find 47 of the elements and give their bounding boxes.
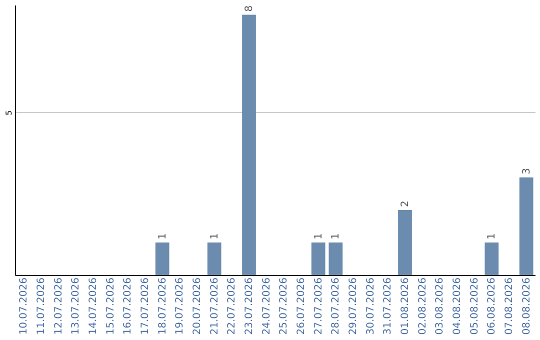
data-label: 1 — [209, 233, 220, 240]
x-tick-label: 04.08.2026 — [452, 278, 463, 335]
y-tick-label: 5 — [4, 110, 14, 116]
x-tick-label: 06.08.2026 — [486, 278, 498, 335]
data-label: 1 — [157, 233, 168, 240]
x-tick-label: 24.07.2026 — [261, 278, 272, 335]
x-tick-label: 07.08.2026 — [504, 278, 515, 335]
x-tick-label: 13.07.2026 — [70, 278, 82, 335]
x-tick-label: 27.07.2026 — [313, 278, 324, 335]
bar — [242, 14, 256, 275]
data-label: 1 — [486, 233, 498, 240]
bar — [155, 242, 170, 275]
x-tick-label: 15.07.2026 — [105, 278, 116, 335]
bar — [484, 242, 499, 275]
x-tick-label: 11.07.2026 — [36, 278, 47, 335]
bar — [519, 177, 534, 275]
data-label: 3 — [521, 168, 532, 174]
x-tick-label: 22.07.2026 — [226, 278, 238, 335]
x-tick-label: 26.07.2026 — [296, 278, 307, 335]
x-tick-label: 05.08.2026 — [469, 278, 480, 335]
x-tick-label: 14.07.2026 — [88, 278, 99, 335]
data-label: 1 — [313, 233, 324, 240]
x-tick-label: 18.07.2026 — [157, 278, 168, 335]
x-tick-label: 17.07.2026 — [140, 278, 151, 335]
x-tick-label: 08.08.2026 — [521, 278, 532, 335]
x-tick-label: 12.07.2026 — [53, 278, 64, 335]
data-label: 2 — [400, 200, 411, 207]
x-tick-label: 03.08.2026 — [434, 278, 446, 335]
x-tick-label: 02.08.2026 — [417, 278, 428, 335]
data-label: 1 — [330, 233, 342, 240]
x-tick-label: 30.07.2026 — [365, 278, 376, 335]
data-label: 8 — [244, 5, 255, 12]
x-tick-label: 31.07.2026 — [382, 278, 394, 335]
x-tick-label: 19.07.2026 — [174, 278, 186, 335]
bar — [311, 242, 326, 275]
bar — [328, 242, 343, 275]
x-tick-label: 21.07.2026 — [209, 278, 220, 335]
x-tick-label: 23.07.2026 — [244, 278, 255, 335]
x-tick-label: 01.08.2026 — [400, 278, 411, 335]
x-tick-label: 29.07.2026 — [348, 278, 359, 335]
bar — [207, 242, 222, 275]
x-tick-label: 10.07.2026 — [18, 278, 30, 335]
x-tick-label: 28.07.2026 — [330, 278, 342, 335]
x-tick-label: 20.07.2026 — [192, 278, 203, 335]
x-tick-label: 16.07.2026 — [122, 278, 134, 335]
bar — [398, 210, 412, 275]
x-tick-label: 25.07.2026 — [278, 278, 290, 335]
